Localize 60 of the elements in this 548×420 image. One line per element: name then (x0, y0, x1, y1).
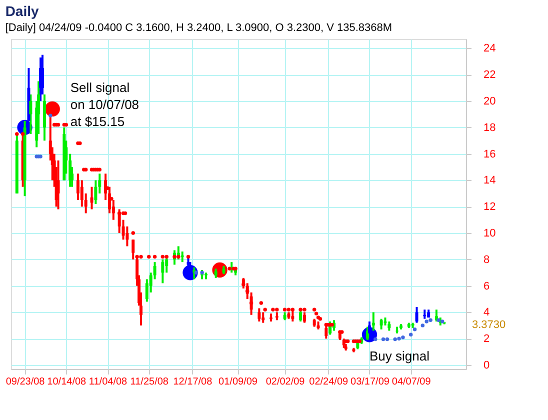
x-tick-label: 09/23/08 (6, 376, 46, 388)
y-tick-label: 22 (484, 69, 496, 82)
point (397, 336, 401, 341)
chart-subtitle: [Daily] 04/24/09 -0.0400 C 3.1600, H 3.2400, L 3.0900, O 3.2300, V 135.8368M (5, 22, 392, 34)
candlestick (29, 93, 32, 136)
y-tick-label: 8 (484, 254, 490, 266)
candlestick (415, 306, 418, 324)
point (420, 324, 425, 328)
y-tick-label: 12 (484, 201, 496, 214)
x-tick-label: 11/25/08 (130, 376, 169, 388)
candlestick (324, 324, 328, 340)
candlestick (388, 320, 391, 332)
x-tick-label: 02/02/09 (266, 376, 306, 388)
x-tick-label: 04/07/09 (392, 376, 432, 388)
point (194, 270, 198, 275)
candlestick (56, 159, 60, 210)
x-tick-label: 10/14/08 (47, 376, 87, 388)
candlestick (180, 250, 184, 264)
annotation: Buy signal (369, 348, 430, 364)
candlestick (258, 307, 261, 322)
candlestick (291, 310, 294, 322)
candlestick (214, 268, 218, 279)
candlestick (132, 238, 135, 260)
point (412, 328, 417, 332)
candlestick (90, 186, 94, 210)
point (393, 337, 397, 342)
point (374, 337, 378, 342)
y-tick-label: 4 (484, 306, 490, 319)
y-tick-label: 18 (484, 122, 496, 134)
candlestick (299, 308, 302, 322)
point (428, 318, 432, 322)
x-tick-label: 02/24/09 (309, 376, 349, 388)
point (381, 337, 386, 342)
y-tick-label: 24 (484, 42, 496, 55)
point (385, 337, 390, 342)
y-tick-label: 16 (484, 148, 496, 160)
candlestick (302, 311, 306, 324)
y-tick-label: 0 (484, 360, 490, 372)
text: 3.3730 (472, 319, 506, 331)
point (440, 320, 444, 324)
point (200, 270, 204, 275)
point (401, 335, 405, 340)
point (408, 332, 413, 337)
chart-title: Daily (5, 3, 39, 19)
annotation: Sell signal on 10/07/08 at $15.15 (70, 80, 140, 129)
y-tick-label: 20 (484, 96, 496, 108)
y-tick-label: 14 (484, 174, 496, 187)
candlestick (380, 318, 383, 330)
point (48, 114, 52, 118)
y-tick-label: 6 (484, 280, 490, 292)
point (436, 318, 440, 322)
y-tick-label: 10 (484, 228, 496, 240)
candlestick (372, 311, 375, 332)
y-tick-label: 2 (484, 333, 490, 346)
point (424, 320, 428, 324)
x-tick-label: 01/09/09 (218, 376, 258, 388)
x-tick-label: 11/04/08 (88, 376, 128, 388)
candlestick (262, 311, 265, 324)
x-tick-label: 03/17/09 (350, 376, 390, 388)
x-tick-label: 12/17/08 (173, 376, 213, 388)
